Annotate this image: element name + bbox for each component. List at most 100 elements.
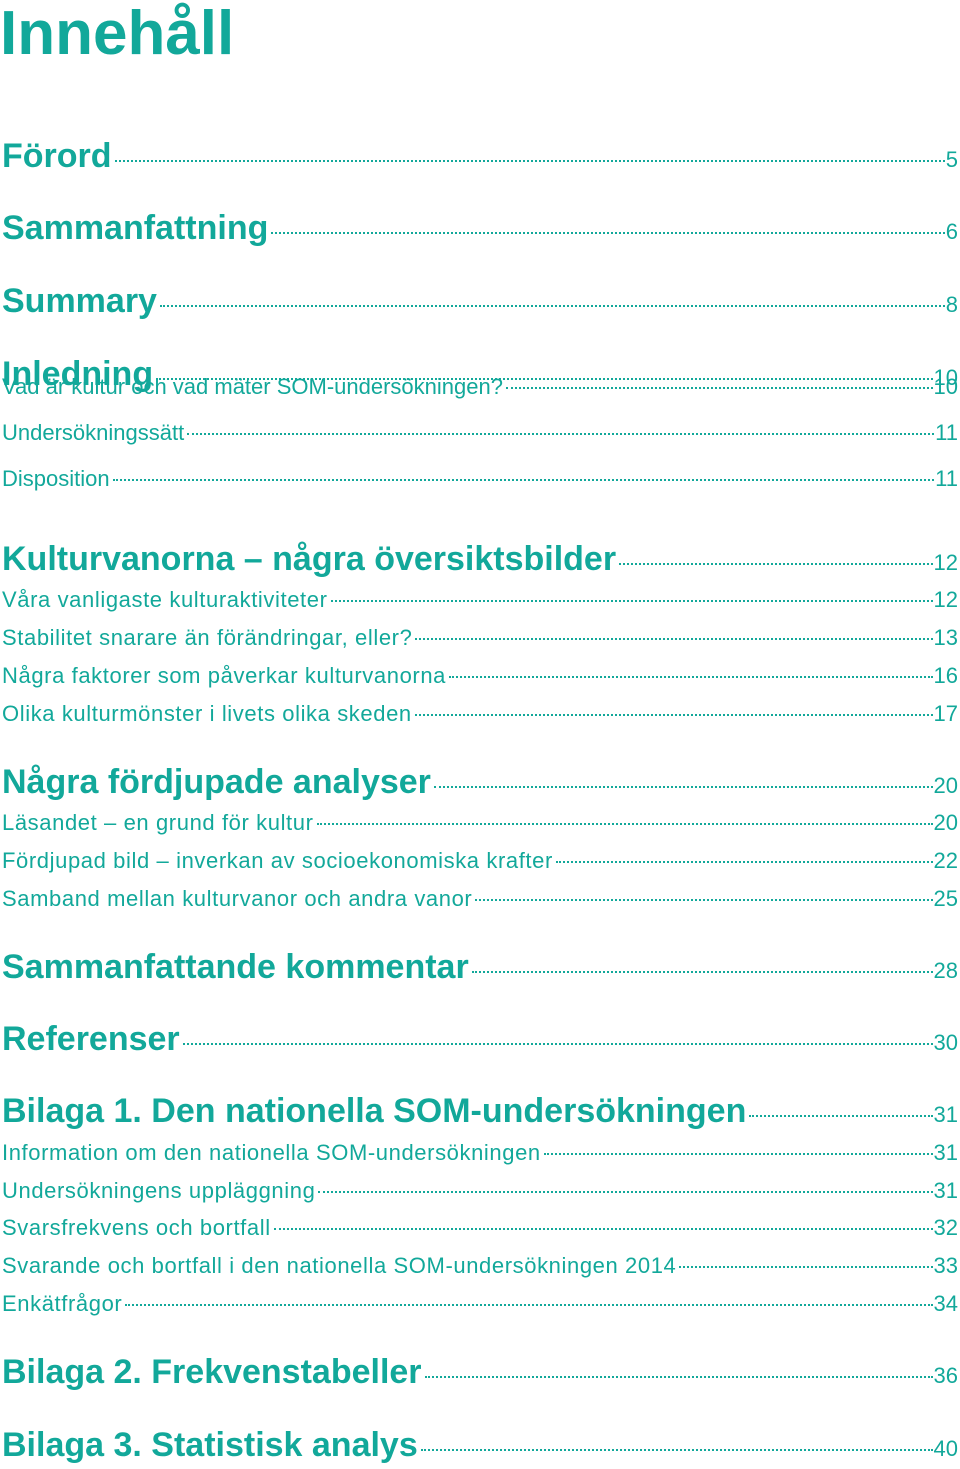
toc-entry-page-number: 11	[935, 466, 958, 491]
dot-leader	[471, 971, 933, 973]
toc-entry-chapter[interactable]: Bilaga 2. Frekvenstabeller 36	[2, 1352, 958, 1396]
toc-entry-title: Referenser	[2, 1020, 180, 1058]
dot-leader	[749, 1115, 933, 1117]
dot-leader	[330, 600, 933, 602]
toc-entry-chapter[interactable]: Referenser 30	[2, 1019, 958, 1063]
dot-leader	[433, 786, 933, 788]
toc-entry-page-number: 17	[933, 701, 958, 726]
dot-leader	[318, 1191, 933, 1193]
toc-entry-title: Bilaga 3. Statistisk analys	[2, 1426, 418, 1464]
toc-entry-section[interactable]: Olika kulturmönster i livets olika skede…	[2, 699, 958, 729]
page-title: Innehåll	[0, 0, 235, 68]
dot-leader	[679, 1266, 933, 1268]
toc-entry-section[interactable]: Svarande och bortfall i den nationella S…	[2, 1251, 958, 1281]
toc-entry-chapter[interactable]: Bilaga 1. Den nationella SOM-undersöknin…	[2, 1091, 958, 1135]
toc-entry-title: Summary	[2, 282, 157, 320]
dot-leader	[182, 1043, 933, 1045]
toc-entry-page-number: 16	[933, 663, 958, 688]
toc-entry-chapter[interactable]: Bilaga 3. Statistisk analys 40	[2, 1425, 958, 1469]
toc-entry-chapter[interactable]: Sammanfattande kommentar 28	[2, 947, 958, 991]
toc-entry-section[interactable]: Läsandet – en grund för kultur 20	[2, 808, 958, 838]
dot-leader	[271, 232, 945, 234]
toc-entry-section[interactable]: Undersökningens uppläggning 31	[2, 1176, 958, 1206]
dot-leader	[114, 160, 945, 162]
toc-entry-chapter[interactable]: Inledning 10	[2, 354, 958, 398]
toc-entry-title: Läsandet – en grund för kultur	[2, 810, 314, 835]
dot-leader	[505, 387, 933, 389]
toc-entry-section[interactable]: Några faktorer som påverkar kulturvanorn…	[2, 661, 958, 691]
toc-entry-section[interactable]: Stabilitet snarare än förändringar, elle…	[2, 623, 958, 653]
toc-entry-page-number: 30	[933, 1030, 958, 1055]
toc-entry-page-number: 22	[933, 848, 958, 873]
toc-entry-page-number: 10	[933, 374, 958, 399]
toc-entry-title: Sammanfattande kommentar	[2, 948, 469, 986]
dot-leader	[420, 1449, 933, 1451]
toc-entry-page-number: 12	[933, 550, 958, 575]
dot-leader	[156, 378, 933, 380]
toc-entry-section[interactable]: Vad är kultur och vad mäter SOM-undersök…	[2, 372, 958, 402]
toc-entry-section[interactable]: Våra vanligaste kulturaktiviteter 12	[2, 585, 958, 615]
dot-leader	[424, 1376, 933, 1378]
toc-entry-chapter[interactable]: Kulturvanorna – några översiktsbilder 12	[2, 539, 958, 583]
dot-leader	[125, 1304, 933, 1306]
toc-entry-section[interactable]: Information om den nationella SOM-unders…	[2, 1138, 958, 1168]
dot-leader	[414, 714, 933, 716]
toc-entry-title: Inledning	[2, 355, 154, 393]
toc-entry-chapter[interactable]: Summary 8	[2, 281, 958, 325]
dot-leader	[619, 563, 933, 565]
toc-entry-title: Undersökningssätt	[2, 420, 185, 445]
toc-entry-page-number: 10	[933, 365, 958, 390]
toc-entry-title: Information om den nationella SOM-unders…	[2, 1140, 541, 1165]
toc-entry-page-number: 40	[933, 1436, 958, 1461]
dot-leader	[159, 305, 945, 307]
toc-entry-title: Kulturvanorna – några översiktsbilder	[2, 540, 617, 578]
toc-entry-page-number: 36	[933, 1363, 958, 1388]
toc-entry-section[interactable]: Undersökningssätt 11	[2, 418, 958, 448]
toc-entry-page-number: 20	[933, 810, 958, 835]
toc-entry-chapter[interactable]: Förord 5	[2, 136, 958, 180]
toc-entry-page-number: 20	[933, 773, 958, 798]
dot-leader	[543, 1153, 933, 1155]
toc-entry-title: Bilaga 2. Frekvenstabeller	[2, 1353, 422, 1391]
toc-entry-title: Några fördjupade analyser	[2, 763, 431, 801]
toc-entry-page-number: 28	[933, 958, 958, 983]
toc-entry-title: Undersökningens uppläggning	[2, 1178, 316, 1203]
dot-leader	[316, 823, 933, 825]
dot-leader	[112, 479, 935, 481]
toc-entry-section[interactable]: Fördjupad bild – inverkan av socioekonom…	[2, 846, 958, 876]
toc-entry-page-number: 32	[933, 1215, 958, 1240]
toc-entry-title: Samband mellan kulturvanor och andra van…	[2, 886, 473, 911]
toc-entry-page-number: 33	[933, 1253, 958, 1278]
toc-entry-page-number: 31	[933, 1140, 958, 1165]
toc-entry-section[interactable]: Svarsfrekvens och bortfall 32	[2, 1213, 958, 1243]
toc-entry-title: Några faktorer som påverkar kulturvanorn…	[2, 663, 447, 688]
toc-entry-page-number: 31	[933, 1178, 958, 1203]
toc-entry-chapter[interactable]: Några fördjupade analyser 20	[2, 762, 958, 806]
toc-entry-title: Enkätfrågor	[2, 1291, 123, 1316]
toc-entry-title: Olika kulturmönster i livets olika skede…	[2, 701, 412, 726]
toc-entry-page-number: 11	[935, 420, 958, 445]
toc-entry-chapter[interactable]: Sammanfattning 6	[2, 208, 958, 252]
toc-entry-page-number: 6	[945, 219, 958, 244]
toc-entry-title: Svarsfrekvens och bortfall	[2, 1215, 271, 1240]
toc-entry-title: Fördjupad bild – inverkan av socioekonom…	[2, 848, 553, 873]
dot-leader	[415, 638, 933, 640]
toc-entry-section[interactable]: Enkätfrågor 34	[2, 1289, 958, 1319]
toc-entry-title: Stabilitet snarare än förändringar, elle…	[2, 625, 413, 650]
toc-entry-page-number: 5	[945, 147, 958, 172]
dot-leader	[449, 676, 933, 678]
toc-entry-section[interactable]: Samband mellan kulturvanor och andra van…	[2, 884, 958, 914]
dot-leader	[187, 433, 935, 435]
toc-entry-title: Våra vanligaste kulturaktiviteter	[2, 587, 328, 612]
toc-entry-page-number: 12	[933, 587, 958, 612]
toc-entry-title: Bilaga 1. Den nationella SOM-undersöknin…	[2, 1092, 747, 1130]
toc-entry-title: Förord	[2, 137, 112, 175]
dot-leader	[475, 899, 933, 901]
toc-entry-page-number: 8	[945, 292, 958, 317]
toc-entry-title: Disposition	[2, 466, 110, 491]
dot-leader	[273, 1228, 933, 1230]
toc-entry-title: Vad är kultur och vad mäter SOM-undersök…	[2, 374, 503, 399]
toc-entry-page-number: 34	[933, 1291, 958, 1316]
toc-entry-section[interactable]: Disposition 11	[2, 464, 958, 494]
toc-entry-page-number: 13	[933, 625, 958, 650]
